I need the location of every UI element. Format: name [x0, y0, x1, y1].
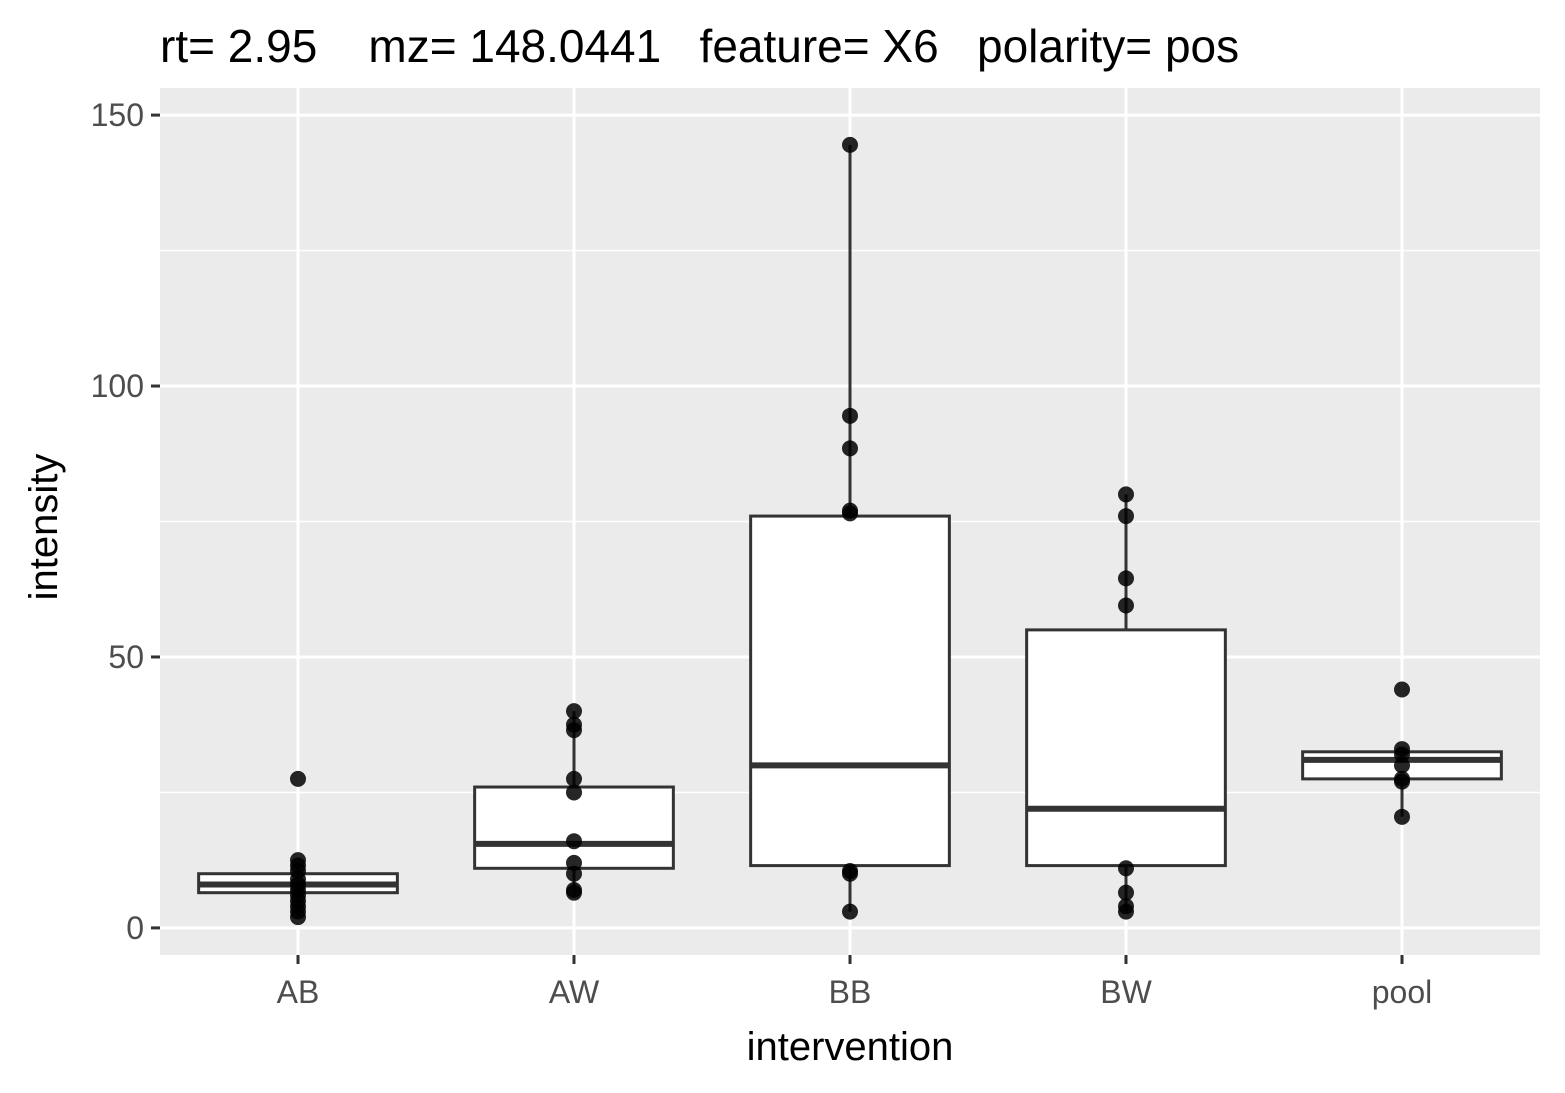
data-point — [1118, 486, 1134, 503]
data-point — [290, 770, 306, 787]
data-point — [1118, 508, 1134, 525]
x-axis: AB AW BB BW pool — [277, 955, 1433, 1010]
data-point — [842, 136, 858, 153]
box-bb — [749, 144, 951, 912]
y-axis-title: intensity — [22, 454, 66, 601]
data-point — [566, 865, 582, 882]
data-point — [1118, 884, 1134, 901]
data-point — [1118, 597, 1134, 614]
data-point — [1394, 808, 1410, 825]
box-iqr — [1025, 628, 1227, 868]
y-axis: 0 50 100 150 — [91, 97, 160, 946]
data-point — [566, 784, 582, 801]
data-point — [842, 903, 858, 920]
data-point — [566, 884, 582, 901]
data-point — [1394, 773, 1410, 790]
data-point — [566, 722, 582, 739]
chart-title: rt= 2.95 mz= 148.0441 feature= X6 polari… — [160, 20, 1239, 72]
x-tick-label: BB — [829, 974, 872, 1010]
data-point — [842, 865, 858, 882]
box-iqr — [473, 785, 675, 870]
data-point — [566, 770, 582, 787]
box-iqr — [749, 514, 951, 868]
y-tick-label: 0 — [126, 910, 144, 946]
data-point — [1118, 903, 1134, 920]
y-tick-label: 100 — [91, 368, 144, 404]
data-point — [566, 703, 582, 720]
x-tick-label: AB — [277, 974, 320, 1010]
data-point — [842, 407, 858, 424]
data-point — [290, 909, 306, 926]
data-point — [842, 440, 858, 457]
box-bw — [1025, 494, 1227, 912]
y-tick-label: 50 — [108, 639, 144, 675]
point-series — [290, 136, 1410, 926]
x-tick-label: AW — [549, 974, 600, 1010]
y-tick-label: 150 — [91, 97, 144, 133]
data-point — [1394, 681, 1410, 698]
data-point — [1118, 570, 1134, 587]
x-axis-title: intervention — [747, 1025, 954, 1069]
data-point — [1118, 860, 1134, 877]
x-tick-label: pool — [1372, 974, 1433, 1010]
data-point — [1394, 757, 1410, 774]
x-tick-label: BW — [1100, 974, 1152, 1010]
data-point — [566, 833, 582, 850]
data-point — [842, 505, 858, 522]
